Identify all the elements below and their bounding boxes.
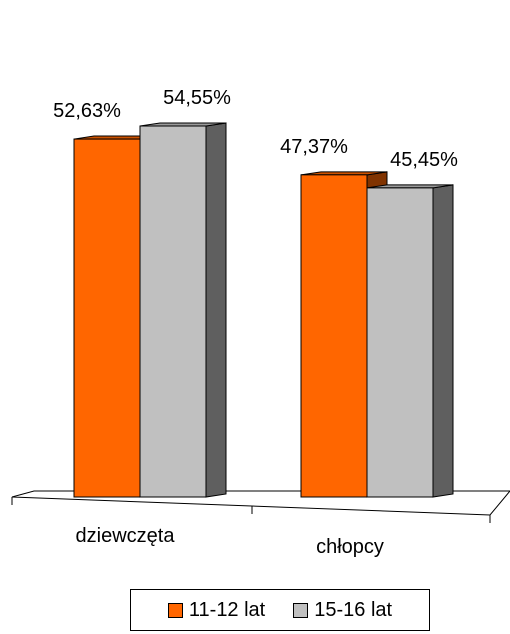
bar-s2-c1 bbox=[139, 125, 207, 498]
bar-side-s2-c2 bbox=[432, 184, 454, 498]
legend-item-series-2: 15-16 lat bbox=[293, 599, 392, 622]
legend-swatch-series-1 bbox=[167, 602, 183, 618]
bar-s1-c2 bbox=[300, 174, 368, 498]
legend-label-series-2: 15-16 lat bbox=[314, 598, 393, 621]
bar-s1-c1 bbox=[73, 138, 141, 498]
data-label-s2-c1: 54,55% bbox=[163, 87, 231, 109]
legend-swatch-series-2 bbox=[293, 602, 309, 618]
bar-side-s2-c1 bbox=[205, 122, 227, 498]
legend-label-series-1: 11-12 lat bbox=[188, 598, 266, 621]
bar-s2-c2 bbox=[366, 187, 434, 498]
data-label-s2-c2: 45,45% bbox=[390, 149, 458, 171]
legend-item-series-1: 11-12 lat bbox=[167, 598, 266, 622]
data-label-s1-c1: 52,63% bbox=[53, 100, 121, 122]
category-label-2: chłopcy bbox=[316, 536, 384, 558]
data-label-s1-c2: 47,37% bbox=[280, 136, 348, 158]
legend: 11-12 lat 15-16 lat bbox=[130, 589, 430, 631]
bar-chart-3d: 52,63% 54,55% dziewczęta 47,37% 45,45% chłopc… bbox=[11, 87, 510, 558]
category-label-1: dziewczęta bbox=[76, 525, 176, 547]
